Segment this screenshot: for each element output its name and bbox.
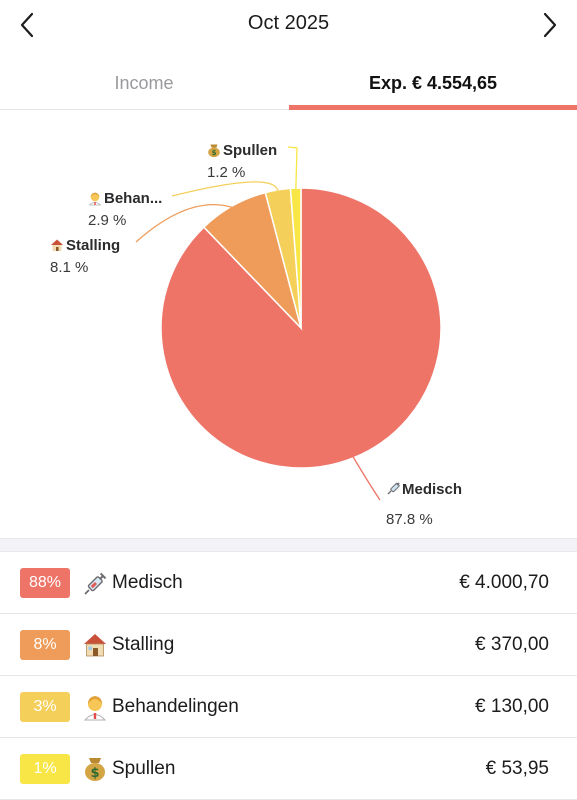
chevron-left-icon[interactable] [12,9,42,41]
svg-text:$: $ [90,766,99,781]
category-row-stalling[interactable]: 8% Stalling € 370,00 [0,614,577,676]
label-leader-lines [135,146,381,501]
category-label: Stalling [112,634,175,655]
category-label: Behandelingen [112,696,239,717]
slice-percent-label: 8.1 % [50,259,88,276]
syringe-icon [82,569,108,597]
leader-line [287,146,298,191]
category-label: Medisch [112,572,183,593]
leader-line [352,455,381,501]
health-worker-icon [89,192,101,206]
percent-badge: 1% [20,754,70,784]
slice-label: Medisch [402,481,462,498]
percent-badge: 3% [20,692,70,722]
category-row-behandelingen[interactable]: 3% Behandelingen € 130,00 [0,676,577,738]
leader-line [135,204,234,243]
leader-line [171,181,279,197]
slice-label: Spullen [223,142,277,159]
house-icon [82,631,108,659]
slice-label: Stalling [66,237,120,254]
category-amount: € 4.000,70 [459,572,549,593]
category-list: 88% Medisch € 4.000,70 8% [0,552,577,800]
section-divider [0,538,577,552]
month-title: Oct 2025 [247,12,330,34]
category-amount: € 53,95 [485,758,549,779]
slice-label: Behan... [104,190,162,207]
category-label: Spullen [112,758,176,779]
tab-expense[interactable]: Exp. € 4.554,65 [368,72,498,93]
health-worker-icon [82,693,108,721]
expense-pie-chart: $ Medisch 87.8 % Stalling 8.1 % Behan... 2.9 … [0,110,577,538]
chevron-right-icon[interactable] [535,9,565,41]
active-tab-indicator [289,105,577,110]
slice-labels: Medisch 87.8 % Stalling 8.1 % Behan... 2.9 % S… [50,142,462,528]
category-amount: € 370,00 [475,634,549,655]
slice-percent-label: 1.2 % [207,164,245,181]
category-row-medisch[interactable]: 88% Medisch € 4.000,70 [0,552,577,614]
percent-badge: 88% [20,568,70,598]
house-icon [51,239,63,251]
category-row-spullen[interactable]: 1% $ Spullen € 53,95 [0,738,577,800]
category-amount: € 130,00 [475,696,549,717]
slice-percent-label: 2.9 % [88,212,126,229]
percent-badge: 8% [20,630,70,660]
money-bag-icon: $ [82,755,108,783]
money-bag-icon [208,144,220,158]
tab-income[interactable]: Income [114,72,174,93]
pie-slices [160,187,442,469]
top-bar: Oct 2025 [0,0,577,50]
slice-percent-label: 87.8 % [386,511,433,528]
syringe-icon [387,482,401,495]
tab-bar: Income Exp. € 4.554,65 [0,56,577,110]
